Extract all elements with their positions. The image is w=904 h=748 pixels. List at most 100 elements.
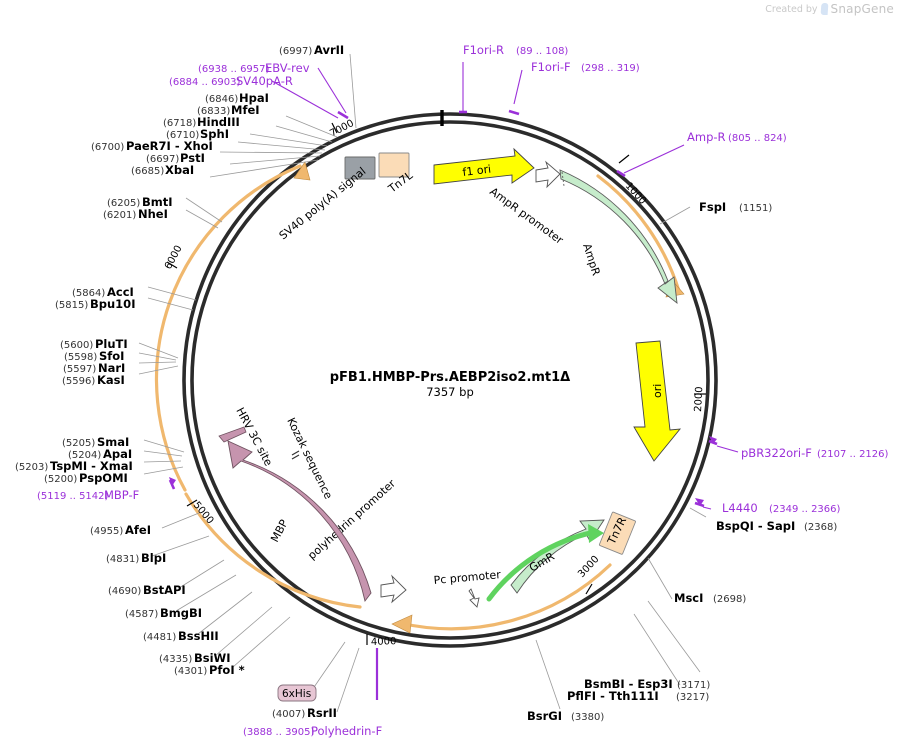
enzyme-label-bsshii[interactable]: (4481) BssHII	[143, 629, 219, 643]
feature-tn7r[interactable]: Tn7R	[598, 511, 636, 555]
svg-text:(4587): (4587)	[125, 609, 158, 620]
enzyme-label-afei[interactable]: (4955) AfeI	[90, 523, 151, 537]
svg-text:(6997): (6997)	[279, 46, 312, 57]
enzyme-label-pfoi[interactable]: (4301) PfoI *	[174, 663, 245, 677]
svg-text:PstI: PstI	[180, 151, 205, 165]
enzyme-label-nari[interactable]: (5597) NarI	[63, 361, 125, 375]
leader-lines-right	[535, 206, 739, 710]
primer-label-ebv-rev[interactable]: (6938 .. 6957) EBV-rev	[198, 61, 310, 75]
enzyme-label-fspi[interactable]: FspI (1151)	[699, 200, 772, 214]
enzyme-label-hpai[interactable]: (6846) HpaI	[205, 91, 269, 105]
feature-ampr-promoter-label: AmpR promoter	[487, 185, 566, 247]
enzyme-label-blpi[interactable]: (4831) BlpI	[106, 551, 166, 565]
feature-kozak-sequence[interactable]: Kozak sequence	[284, 416, 335, 502]
primer-label-f1ori-f[interactable]: F1ori-F (298 .. 319)	[531, 60, 640, 74]
svg-text:(6710): (6710)	[166, 130, 199, 141]
plasmid-size: 7357 bp	[426, 385, 474, 399]
svg-text:BsmBI - Esp3I: BsmBI - Esp3I	[584, 677, 673, 691]
primer-label-f1ori-r[interactable]: F1ori-R (89 .. 108)	[463, 43, 568, 57]
enzyme-label-psti[interactable]: (6697) PstI	[146, 151, 205, 165]
primer-label-mbp-f[interactable]: (5119 .. 5142) MBP-F	[37, 488, 139, 502]
primer-labels: (6938 .. 6957) EBV-rev (6884 .. 6903) SV…	[37, 43, 889, 738]
enzyme-label-xbai[interactable]: (6685) XbaI	[131, 163, 194, 177]
feature-6xhis-label: 6xHis	[282, 688, 311, 700]
svg-text:(3888 .. 3905): (3888 .. 3905)	[243, 727, 315, 738]
svg-text:MscI: MscI	[674, 591, 703, 605]
enzyme-label-msci[interactable]: MscI (2698)	[674, 591, 746, 605]
svg-text:(5204): (5204)	[68, 450, 101, 461]
feature-f1-ori-label: f1 ori	[462, 163, 492, 179]
svg-text:(5596): (5596)	[62, 376, 95, 387]
enzyme-label-bsrgi[interactable]: BsrGI (3380)	[527, 709, 604, 723]
enzyme-label-bsiwi[interactable]: (4335) BsiWI	[159, 651, 231, 665]
enzyme-label-bsmbi-esp3i[interactable]: BsmBI - Esp3I (3171)	[584, 677, 710, 691]
enzyme-label-kasi[interactable]: (5596) KasI	[62, 373, 125, 387]
primer-label-sv40pa-r[interactable]: (6884 .. 6903) SV40pA-R	[169, 74, 293, 88]
svg-text:(2349 .. 2366): (2349 .. 2366)	[769, 504, 841, 515]
svg-text:Polyhedrin-F: Polyhedrin-F	[311, 724, 382, 738]
svg-text:(5600): (5600)	[60, 340, 93, 351]
svg-text:PspOMI: PspOMI	[79, 471, 128, 485]
feature-tn7l[interactable]: Tn7L	[378, 152, 416, 196]
enzyme-label-nhei[interactable]: (6201) NheI	[103, 207, 168, 221]
enzyme-label-bpu10i[interactable]: (5815) Bpu10I	[55, 297, 135, 311]
feature-ori[interactable]: ori	[633, 340, 682, 462]
svg-text:ApaI: ApaI	[103, 447, 132, 461]
primer-label-l4440[interactable]: L4440 (2349 .. 2366)	[722, 501, 841, 515]
svg-text:AvrII: AvrII	[314, 43, 344, 57]
enzyme-label-sphi[interactable]: (6710) SphI	[166, 127, 229, 141]
enzyme-label-bstapi[interactable]: (4690) BstAPI	[108, 583, 186, 597]
feature-f1-ori[interactable]: f1 ori	[433, 147, 535, 185]
tick-label-6000: 6000	[163, 244, 185, 272]
svg-text:(3171): (3171)	[677, 680, 710, 691]
svg-text:L4440: L4440	[722, 501, 758, 515]
enzyme-label-mfei[interactable]: (6833) MfeI	[197, 103, 260, 117]
svg-text:HpaI: HpaI	[239, 91, 269, 105]
svg-text:(5598): (5598)	[64, 352, 97, 363]
enzyme-label-acci[interactable]: (5864) AccI	[72, 285, 134, 299]
svg-text:HindIII: HindIII	[197, 115, 240, 129]
svg-text:TspMI - XmaI: TspMI - XmaI	[50, 459, 133, 473]
enzyme-label-bmgbi[interactable]: (4587) BmgBI	[125, 606, 202, 620]
svg-text:(6884 .. 6903): (6884 .. 6903)	[169, 77, 241, 88]
svg-text:(5200): (5200)	[44, 474, 77, 485]
svg-text:Bpu10I: Bpu10I	[90, 297, 135, 311]
svg-text:(5205): (5205)	[62, 438, 95, 449]
svg-text:(6205): (6205)	[107, 198, 140, 209]
primer-label-polyhedrin-f[interactable]: (3888 .. 3905) Polyhedrin-F	[243, 724, 382, 738]
primer-label-pbr322ori-f[interactable]: pBR322ori-F (2107 .. 2126)	[741, 446, 889, 460]
enzyme-label-pluti[interactable]: (5600) PluTI	[60, 337, 128, 351]
enzyme-label-hindiii[interactable]: (6718) HindIII	[163, 115, 240, 129]
plasmid-title-block: pFB1.HMBP-Prs.AEBP2iso2.mt1Δ 7357 bp	[330, 370, 571, 399]
feature-ampr[interactable]: AmpR	[559, 169, 678, 305]
svg-text:SphI: SphI	[200, 127, 229, 141]
enzyme-label-apai[interactable]: (5204) ApaI	[68, 447, 132, 461]
feature-pc-promoter[interactable]: Pc promoter	[433, 568, 502, 608]
enzyme-label-tspmi-xmai[interactable]: (5203) TspMI - XmaI	[15, 459, 133, 473]
inner-backbone-ring-bottom	[391, 563, 612, 634]
enzyme-label-pspomi[interactable]: (5200) PspOMI	[44, 471, 128, 485]
enzyme-label-smai[interactable]: (5205) SmaI	[62, 435, 129, 449]
enzyme-label-paer7i-xhoi[interactable]: (6700) PaeR7I - XhoI	[91, 139, 213, 153]
svg-text:(6833): (6833)	[197, 106, 230, 117]
svg-text:pBR322ori-F: pBR322ori-F	[741, 446, 812, 460]
feature-hrv-3c-site[interactable]: HRV 3C site	[218, 405, 275, 468]
svg-text:(2368): (2368)	[804, 522, 837, 533]
svg-text:BlpI: BlpI	[141, 551, 166, 565]
enzyme-label-bspqi-sapi[interactable]: BspQI - SapI (2368)	[716, 519, 837, 533]
enzyme-label-rsrii[interactable]: (4007) RsrII	[272, 706, 337, 720]
feature-polyhedrin-promoter[interactable]: polyhedrin promoter	[305, 477, 407, 604]
primer-label-amp-r[interactable]: Amp-R (805 .. 824)	[687, 130, 787, 144]
enzyme-label-avrii[interactable]: (6997) AvrII	[279, 43, 344, 57]
svg-text:(89 .. 108): (89 .. 108)	[516, 46, 568, 57]
enzyme-label-bmti[interactable]: (6205) BmtI	[107, 195, 173, 209]
leader-lines-top	[209, 53, 685, 178]
svg-text:BsiWI: BsiWI	[194, 651, 231, 665]
feature-pc-promoter-label: Pc promoter	[433, 568, 502, 587]
enzyme-label-pflfi-tth111i[interactable]: PflFI - Tth111I (3217)	[567, 689, 709, 703]
feature-6xhis[interactable]: 6xHis	[277, 684, 317, 702]
enzyme-label-sfoi[interactable]: (5598) SfoI	[64, 349, 124, 363]
svg-text:F1ori-F: F1ori-F	[531, 60, 571, 74]
svg-text:NheI: NheI	[138, 207, 168, 221]
